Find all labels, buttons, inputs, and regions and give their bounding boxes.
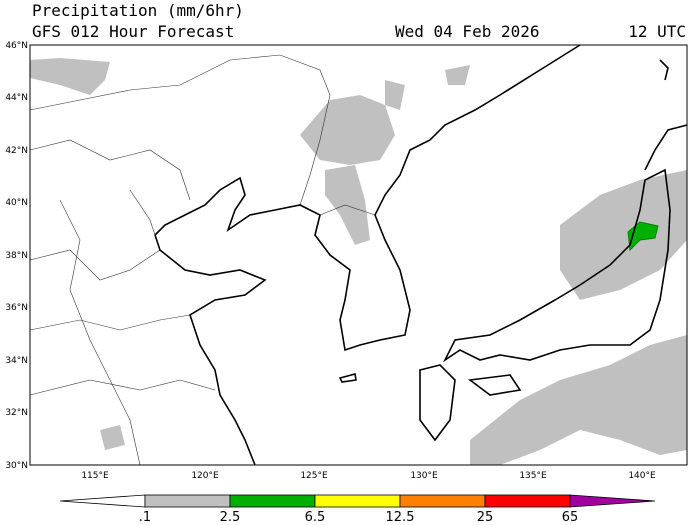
colorbar-label: .1 [139,510,151,525]
map-title: Precipitation (mm/6hr) [32,1,244,20]
borders [29,54,376,466]
colorbar-labels: .1 2.5 6.5 12.5 25 65 [139,510,578,525]
lon-label: 140°E [628,471,656,481]
lon-label: 115°E [81,471,109,481]
lat-label: 32°N [5,408,28,418]
lat-label: 42°N [5,146,28,156]
colorbar-label: 6.5 [305,510,326,525]
precip-areas [30,58,687,465]
lat-label: 46°N [5,41,28,51]
lon-label: 135°E [519,471,547,481]
lat-axis: 46°N 44°N 42°N 40°N 38°N 36°N 34°N 32°N … [5,41,28,471]
colorbar-label: 12.5 [386,510,415,525]
lon-label: 120°E [191,471,219,481]
lon-label: 130°E [410,471,438,481]
lat-label: 40°N [5,198,28,208]
colorbar-label: 2.5 [220,510,241,525]
heavy-precip [627,221,659,252]
lat-label: 34°N [5,356,28,366]
lat-label: 30°N [5,461,28,471]
forecast-date: Wed 04 Feb 2026 [395,22,540,41]
coastlines [154,44,688,466]
map-subtitle: GFS 012 Hour Forecast [32,22,234,41]
map-frame [29,44,688,466]
lon-axis: 115°E 120°E 125°E 130°E 135°E 140°E [81,471,656,481]
colorbar [59,494,656,508]
colorbar-label: 25 [477,510,494,525]
lat-label: 36°N [5,303,28,313]
lon-label: 125°E [300,471,328,481]
forecast-time: 12 UTC [628,22,686,41]
colorbar-label: 65 [562,510,579,525]
lat-label: 44°N [5,93,28,103]
lat-label: 38°N [5,251,28,261]
